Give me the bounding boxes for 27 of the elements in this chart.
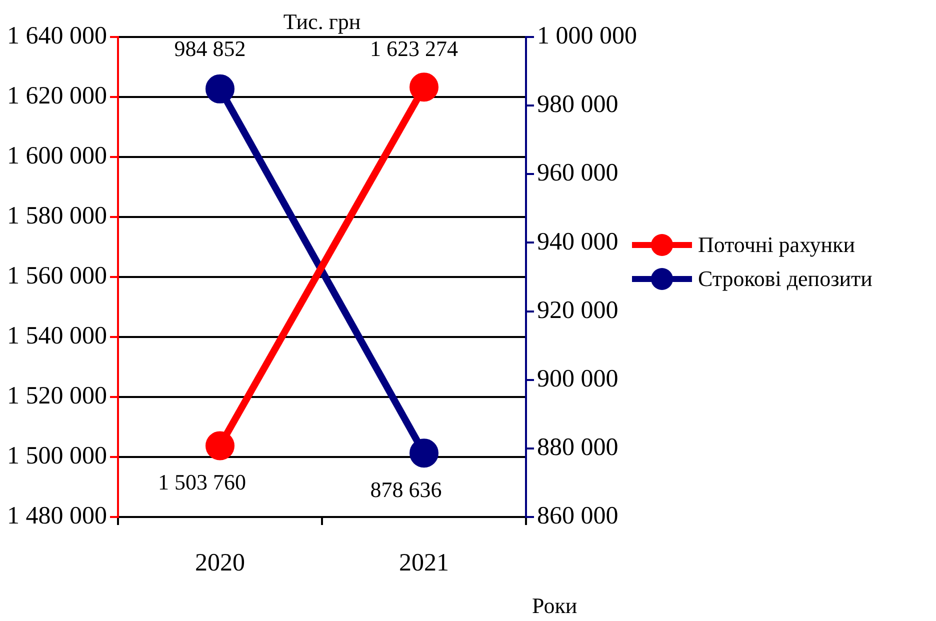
y2-tick-label: 880 000 xyxy=(537,434,618,461)
legend-label: Строкові депозити xyxy=(698,266,872,292)
y2-tick-label: 980 000 xyxy=(537,91,618,118)
x-tick-label: 2020 xyxy=(195,550,245,577)
x-axis-title: Роки xyxy=(532,593,578,618)
data-label: 1 623 274 xyxy=(370,36,458,61)
y-tick-label: 1 560 000 xyxy=(7,262,107,290)
y-tick-label: 1 640 000 xyxy=(7,22,107,50)
y-tick-label: 1 500 000 xyxy=(7,442,107,470)
y2-tick-label: 920 000 xyxy=(537,296,618,324)
data-label: 984 852 xyxy=(174,36,246,61)
data-label: 1 503 760 xyxy=(158,470,246,494)
y-tick-label: 1 600 000 xyxy=(7,142,107,170)
y2-tick-label: 860 000 xyxy=(537,502,618,530)
y2-tick-label: 940 000 xyxy=(537,228,618,256)
y2-tick-label: 1 000 000 xyxy=(537,22,637,50)
chart-title: Тис. грн xyxy=(283,8,361,34)
y-tick-label: 1 540 000 xyxy=(7,322,107,350)
y-tick-label: 1 480 000 xyxy=(7,502,107,530)
y-tick-label: 1 580 000 xyxy=(7,202,107,230)
data-label: 878 636 xyxy=(370,476,442,502)
x-tick-label: 2021 xyxy=(399,550,449,577)
y2-tick-label: 900 000 xyxy=(537,365,618,392)
y-tick-label: 1 520 000 xyxy=(7,382,107,410)
y-tick-label: 1 620 000 xyxy=(7,82,107,110)
y2-tick-label: 960 000 xyxy=(537,160,618,187)
legend-label: Поточні рахунки xyxy=(698,232,855,258)
